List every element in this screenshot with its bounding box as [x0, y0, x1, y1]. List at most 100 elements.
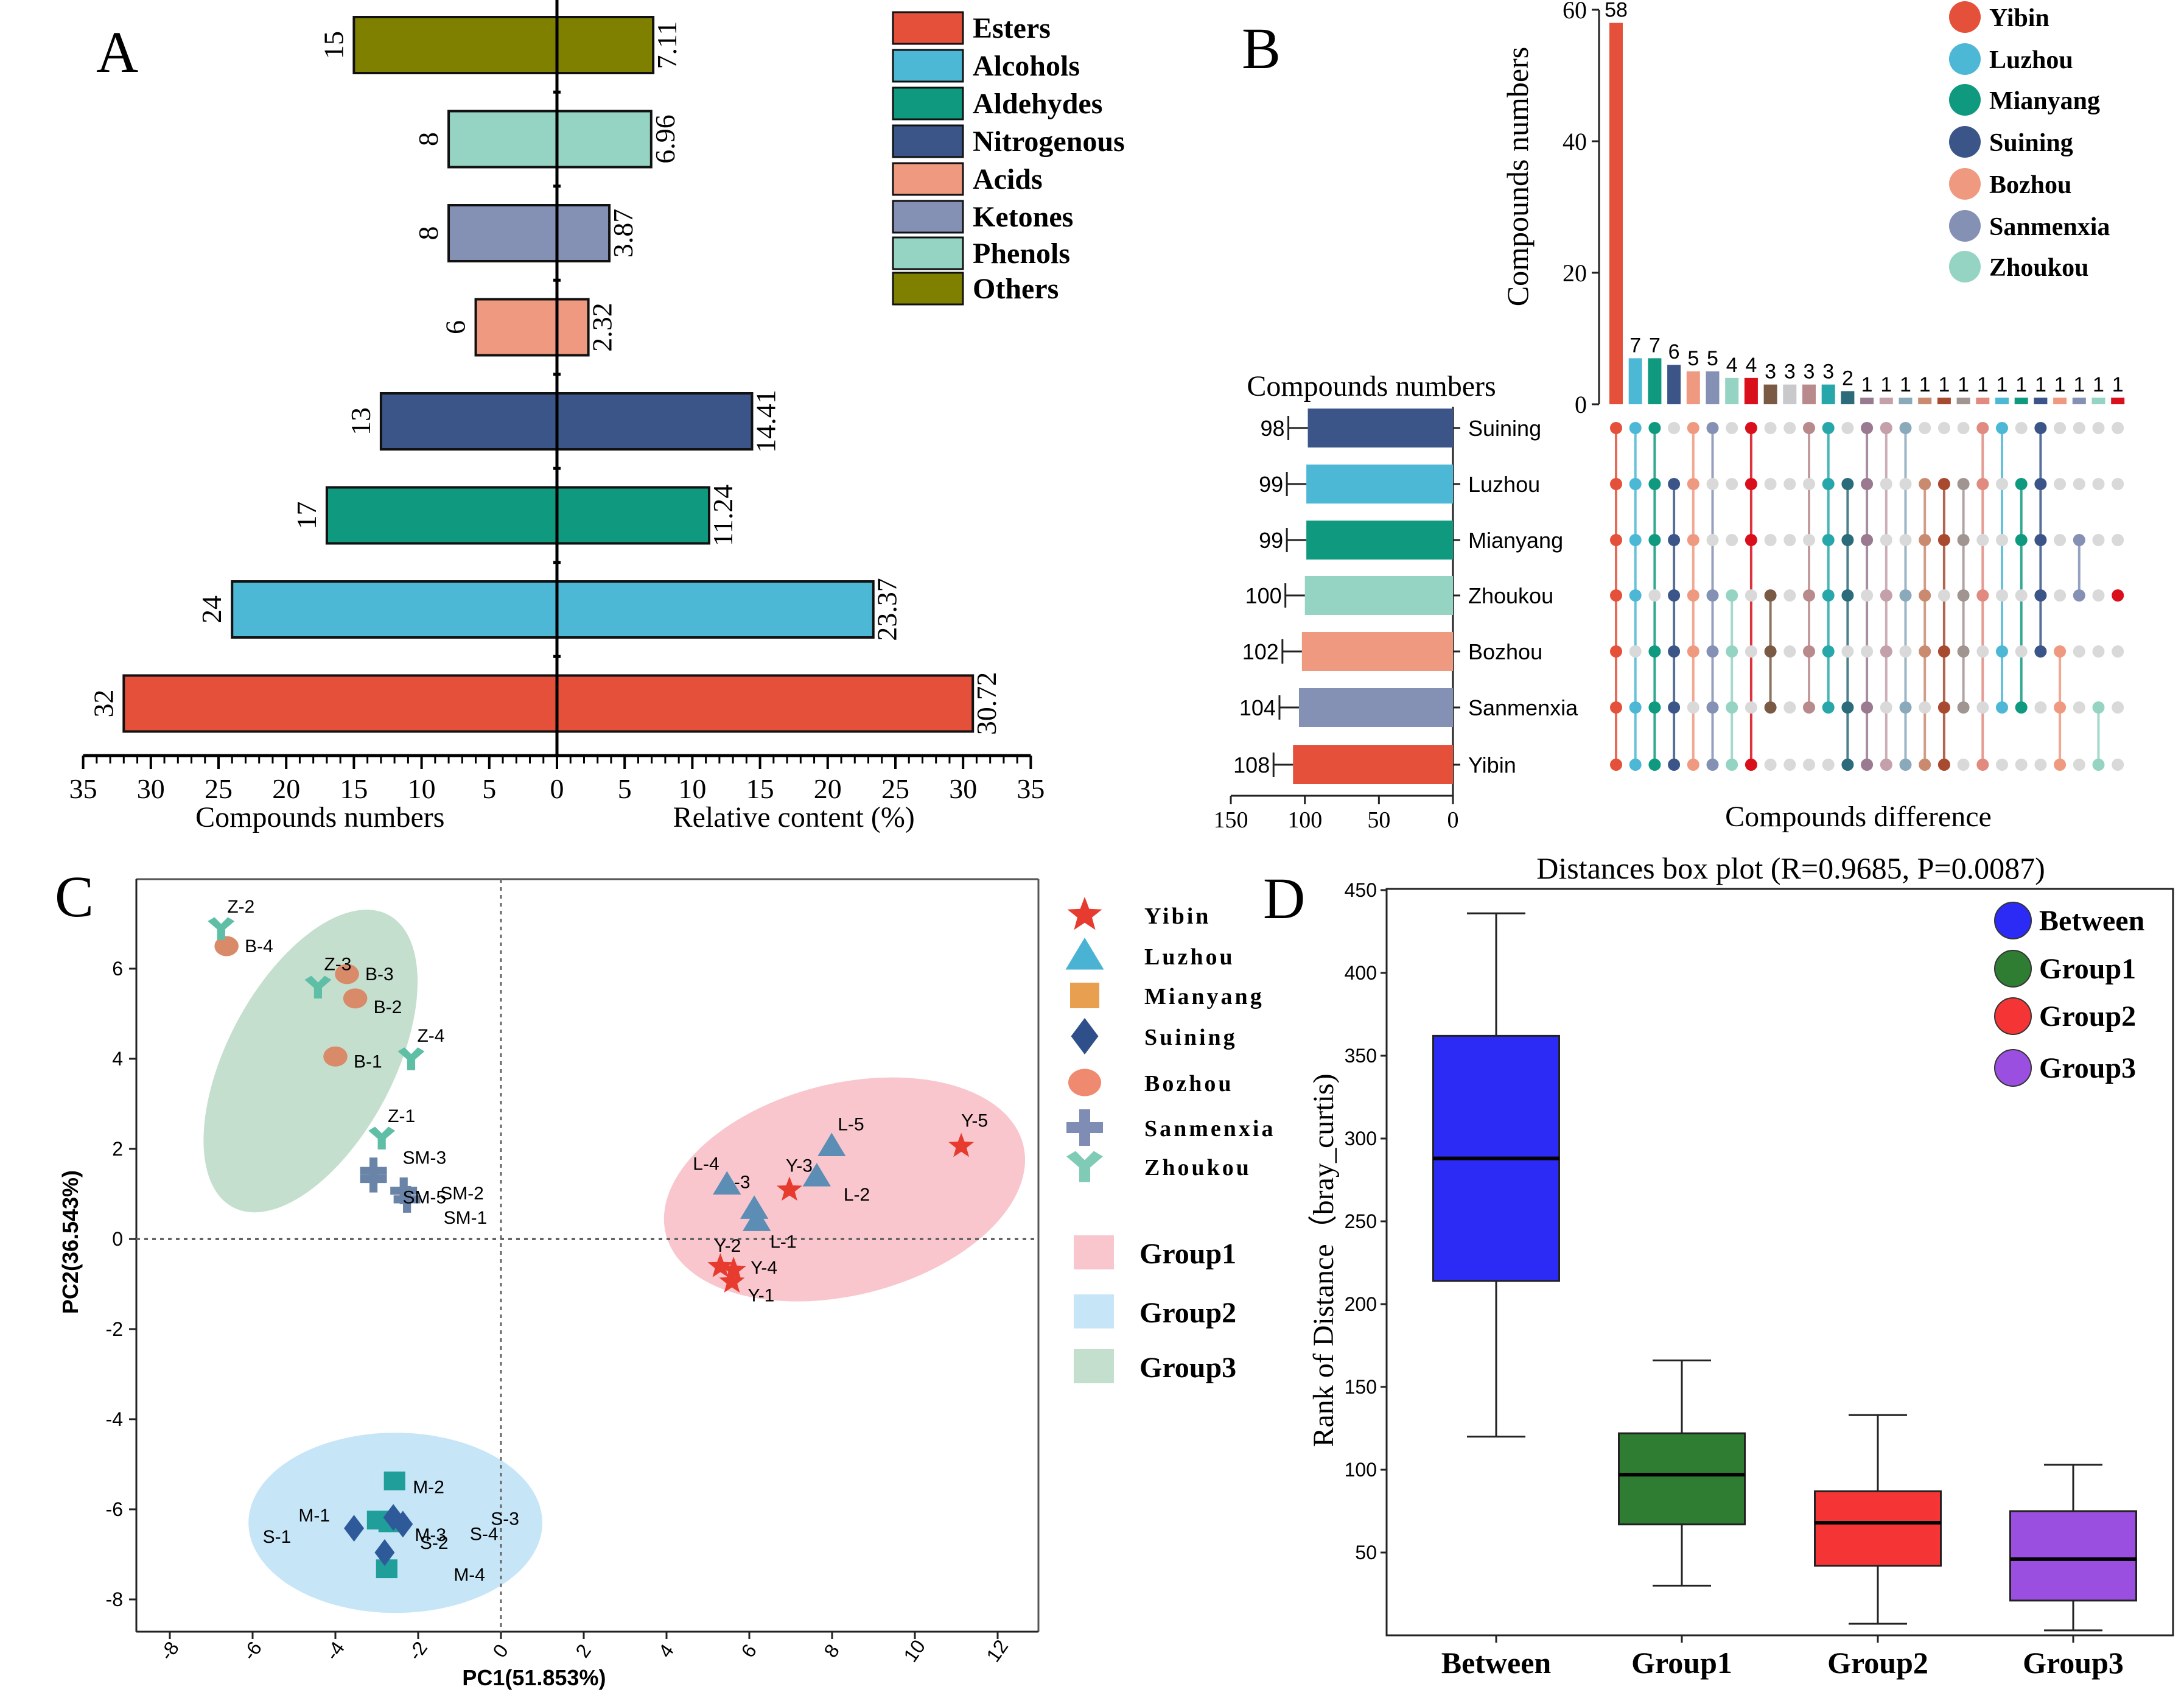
intersection-y-tick-label: 0	[1575, 391, 1587, 418]
bar-label-left: 8	[413, 132, 444, 146]
matrix-dot-filled	[1937, 478, 1950, 490]
legend-label: Zhoukou	[1144, 1155, 1251, 1181]
matrix-dot-filled	[1668, 759, 1681, 771]
matrix-dot-empty	[1745, 701, 1757, 714]
matrix-dot-filled	[1726, 589, 1738, 602]
set-size-x-tick-label: 100	[1287, 807, 1322, 833]
matrix-dot-empty	[2054, 534, 2067, 546]
matrix-dot-filled	[1803, 701, 1815, 714]
matrix-dot-empty	[1745, 589, 1757, 602]
y-axis-title: Rank of Distance（bray_curtis)	[1307, 1073, 1340, 1447]
point-b-3	[335, 964, 359, 984]
matrix-dot-filled	[1880, 422, 1892, 434]
matrix-dot-filled	[1668, 701, 1681, 714]
legend-label: Sanmenxia	[1144, 1116, 1275, 1142]
point-label: Y-4	[751, 1258, 777, 1278]
matrix-dot-empty	[1880, 478, 1892, 490]
legend-swatch-acids	[892, 162, 964, 196]
point-label: SM-5	[403, 1188, 447, 1208]
intersection-bar	[1628, 358, 1642, 404]
point-label: M-2	[413, 1477, 444, 1497]
x-tick-label: 10	[678, 773, 706, 804]
matrix-dot-empty	[1803, 534, 1815, 546]
point-label: L-2	[844, 1185, 870, 1205]
matrix-dot-filled	[1745, 422, 1757, 434]
bar-label-right: 6.96	[649, 114, 681, 164]
legend-marker-mianyang	[1070, 983, 1099, 1008]
point-z-1	[368, 1126, 396, 1149]
intersection-y-tick-label: 40	[1563, 128, 1587, 155]
legend-swatch-alcohols	[892, 49, 964, 83]
legend-dot-luzhou	[1949, 43, 1981, 75]
set-size-value-label: 99	[1259, 528, 1283, 553]
matrix-dot-filled	[2054, 701, 2067, 714]
bar-label-right: 14.41	[750, 390, 781, 453]
intersection-bar	[1648, 358, 1662, 404]
matrix-dot-empty	[1861, 645, 1874, 658]
matrix-dot-filled	[1880, 589, 1892, 602]
matrix-dot-filled	[1899, 422, 1912, 434]
x-tick-label: 12	[982, 1636, 1012, 1666]
point-label: M-3	[415, 1525, 446, 1545]
x-tick-label: 4	[654, 1640, 678, 1662]
point-label: Z-2	[227, 897, 254, 917]
matrix-dot-filled	[2054, 645, 2067, 658]
point-label: Y-3	[786, 1156, 813, 1176]
box-group3	[2009, 1510, 2137, 1602]
point-y-4	[721, 1257, 747, 1281]
x-tick-label: 8	[819, 1640, 844, 1662]
intersection-bar	[1841, 391, 1855, 404]
set-size-value-label: 99	[1259, 472, 1283, 497]
bar-right-phenols	[556, 110, 653, 169]
matrix-dot-filled	[1803, 422, 1815, 434]
x-tick-label: 30	[949, 773, 977, 804]
matrix-dot-empty	[1919, 422, 1931, 434]
point-label: L-1	[770, 1232, 796, 1252]
matrix-dot-empty	[1899, 534, 1912, 546]
set-name-label: Yibin	[1468, 753, 1516, 777]
matrix-dot-filled	[2054, 759, 2067, 771]
legend-label: Bozhou	[1989, 171, 2071, 199]
matrix-dot-empty	[1976, 701, 1989, 714]
point-l-3	[740, 1195, 769, 1219]
matrix-dot-filled	[1687, 759, 1699, 771]
x-tick-label: 15	[746, 773, 774, 804]
matrix-dot-filled	[1861, 701, 1874, 714]
matrix-dot-filled	[1861, 478, 1874, 490]
y-tick-label: 250	[1345, 1210, 1377, 1232]
point-label: SM-3	[403, 1148, 447, 1168]
matrix-dot-filled	[1841, 701, 1854, 714]
matrix-dot-filled	[1957, 589, 1970, 602]
legend-marker-luzhou	[1065, 938, 1104, 970]
matrix-dot-filled	[1899, 589, 1912, 602]
point-label: Y-2	[714, 1236, 741, 1256]
x-tick-label: 35	[69, 773, 97, 804]
point-m-2	[383, 1471, 405, 1490]
y-tick-label: 50	[1355, 1542, 1377, 1563]
matrix-dot-empty	[2112, 534, 2124, 546]
group-ellipse-group1	[663, 1077, 1026, 1302]
intersection-bar-label: 3	[1804, 360, 1815, 384]
matrix-dot-empty	[1880, 534, 1892, 546]
intersection-bar	[1744, 377, 1758, 404]
legend-label: Yibin	[1989, 4, 2049, 32]
point-l-5	[817, 1132, 846, 1157]
matrix-dot-filled	[1648, 701, 1661, 714]
point-b-1	[323, 1046, 348, 1067]
point-label: Z-3	[324, 954, 351, 974]
y-tick-label: 100	[1345, 1459, 1377, 1481]
x-tick-label: -6	[238, 1637, 266, 1664]
matrix-dot-empty	[1841, 422, 1854, 434]
x-axis-title-left: Compounds numbers	[195, 801, 444, 833]
matrix-dot-empty	[1803, 759, 1815, 771]
matrix-dot-empty	[1976, 534, 1989, 546]
legend-marker-suining	[1071, 1018, 1099, 1055]
matrix-dot-empty	[1996, 759, 2008, 771]
legend-label: Zhoukou	[1989, 254, 2088, 282]
matrix-dot-filled	[1803, 645, 1815, 658]
matrix-dot-filled	[1648, 422, 1661, 434]
matrix-dot-filled	[1841, 589, 1854, 602]
matrix-dot-empty	[1726, 422, 1738, 434]
point-sm-5	[360, 1165, 387, 1193]
matrix-dot-filled	[1976, 478, 1989, 490]
